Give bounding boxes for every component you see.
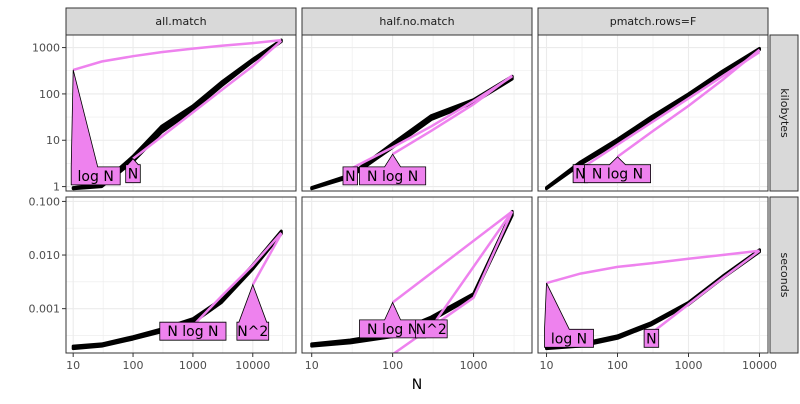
x-tick-label: 1000	[179, 359, 207, 372]
panel-border	[537, 196, 769, 354]
panel-border	[65, 34, 297, 192]
panel-plot-area	[71, 38, 283, 191]
reference-label: N	[345, 169, 355, 185]
reference-line	[392, 210, 514, 353]
reference-line	[616, 48, 761, 158]
reference-label: log N	[78, 169, 114, 185]
panel-all.match-seconds: N log N N^2	[65, 196, 297, 354]
reference-label: N log N	[167, 324, 218, 340]
panel-pmatch.rows=F-kilobytes: N N log N	[537, 34, 769, 192]
reference-label: N log N	[367, 322, 418, 338]
panel-half.no.match-kilobytes: N N log N	[301, 34, 533, 192]
x-tick-label: 1000	[460, 359, 488, 372]
panel-border	[65, 196, 297, 354]
y-tick-label: 0.001	[29, 303, 61, 316]
reference-label-callout	[342, 166, 359, 186]
x-tick-label: 100	[123, 359, 144, 372]
reference-label-callout	[70, 69, 121, 186]
column-strip	[537, 7, 769, 36]
reference-label-callout	[414, 319, 448, 339]
reference-line	[546, 249, 760, 285]
x-tick-label: 10	[66, 359, 80, 372]
panel-half.no.match-seconds: N log NN^2	[301, 196, 533, 354]
y-tick-label: 100	[39, 88, 60, 101]
reference-line	[132, 39, 283, 160]
reference-line	[72, 38, 282, 72]
y-tick-label: 1000	[32, 42, 60, 55]
reference-line	[349, 75, 513, 171]
panel-all.match-kilobytes: log N N	[65, 34, 297, 192]
row-strip	[769, 34, 799, 192]
panel-border	[301, 34, 533, 192]
reference-label-callout	[359, 301, 427, 339]
column-strip	[65, 7, 297, 36]
reference-line	[430, 210, 514, 328]
x-tick-label: 10000	[235, 359, 270, 372]
panel-border	[301, 196, 533, 354]
y-tick-label: 1	[53, 181, 60, 194]
x-tick-label: 10	[540, 359, 554, 372]
reference-label-callout	[584, 156, 651, 184]
column-strip-label: half.no.match	[379, 15, 454, 28]
reference-line	[391, 74, 513, 156]
x-axis-title: N	[412, 377, 422, 393]
x-tick-label: 100	[607, 359, 628, 372]
column-strip-label: all.match	[155, 15, 206, 28]
x-tick-label: 10000	[742, 359, 777, 372]
reference-label: log N	[551, 331, 587, 347]
reference-label-callout	[544, 282, 594, 348]
y-tick-label: 0.100	[29, 195, 61, 208]
reference-label: N	[128, 167, 138, 183]
panel-plot-area	[545, 46, 761, 191]
reference-label: N^2	[416, 322, 447, 338]
reference-line	[579, 51, 761, 171]
reference-line	[650, 249, 761, 335]
reference-line	[391, 210, 513, 304]
reference-line	[251, 233, 283, 286]
y-tick-label: 10	[46, 134, 60, 147]
row-strip	[769, 196, 799, 354]
reference-label: N	[646, 331, 656, 347]
reference-label-callout	[236, 283, 270, 341]
panel-border	[537, 34, 769, 192]
reference-label-callout	[359, 153, 427, 186]
reference-label: N log N	[367, 169, 418, 185]
reference-label: N^2	[237, 324, 268, 340]
reference-line	[192, 231, 283, 327]
reference-label: N log N	[592, 167, 643, 183]
x-tick-label: 1000	[674, 359, 702, 372]
column-strip-label: pmatch.rows=F	[610, 15, 697, 28]
y-tick-label: 0.010	[29, 249, 61, 262]
panel-background	[302, 35, 532, 191]
row-strip-label: seconds	[778, 253, 791, 298]
reference-label-callout	[125, 158, 141, 184]
row-strip-label: kilobytes	[778, 88, 791, 138]
x-tick-label: 10	[305, 359, 319, 372]
reference-label-callout	[159, 321, 227, 341]
reference-label: N	[575, 167, 585, 183]
panel-pmatch.rows=F-seconds: log N N	[537, 196, 769, 354]
x-tick-label: 100	[382, 359, 403, 372]
reference-label-callout	[643, 328, 660, 348]
column-strip	[301, 7, 533, 36]
